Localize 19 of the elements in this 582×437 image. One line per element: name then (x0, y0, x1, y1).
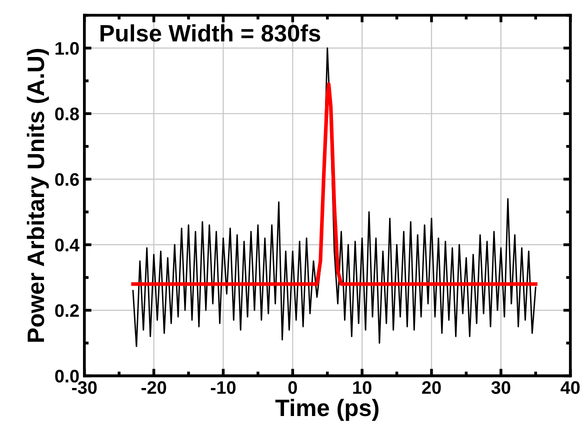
y-tick-label: 1.0 (56, 42, 79, 55)
y-tick-label: 0.4 (55, 238, 80, 252)
line-series (132, 47, 536, 348)
y-tick-label: 0.8 (55, 108, 79, 120)
y-tick-label: 0.6 (55, 173, 79, 186)
x-tick-label: 0 (288, 381, 297, 394)
x-tick-label: -20 (141, 381, 166, 394)
y-tick-label: 0.0 (55, 370, 79, 383)
x-tick-label: 30 (491, 381, 510, 394)
x-tick-label: -30 (72, 381, 97, 394)
x-tick-label: 10 (353, 381, 372, 394)
y-tick-label: 0.2 (55, 304, 79, 317)
y-axis-title: Power Arbitary Units (A.U) (26, 48, 49, 342)
line-series (131, 82, 538, 286)
x-tick-label: -10 (210, 381, 236, 394)
x-tick-label: 20 (422, 381, 441, 394)
x-tick-label: 40 (560, 381, 580, 394)
annotation: Pulse Width = 830fs (100, 24, 320, 42)
x-axis-title: Time (ps) (275, 398, 378, 421)
